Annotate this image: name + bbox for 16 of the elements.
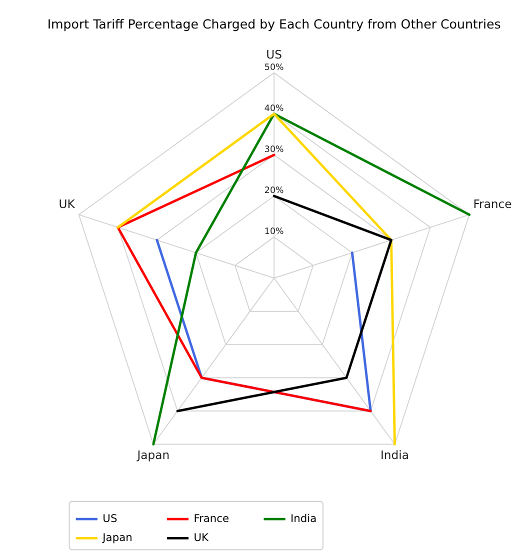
spoke-label: India — [380, 448, 410, 462]
y-tick-label: 50% — [264, 62, 284, 73]
chart-title: Import Tariff Percentage Charged by Each Country from Other Countries — [47, 16, 501, 32]
legend-label: Japan — [102, 531, 132, 544]
legend-label: UK — [194, 531, 210, 544]
spoke-label: Japan — [136, 448, 170, 462]
legend-label: India — [290, 512, 317, 525]
legend-label: US — [102, 512, 118, 525]
spoke-label: US — [266, 47, 282, 62]
spoke-label: UK — [58, 196, 76, 211]
legend-label: France — [194, 512, 230, 525]
y-tick-label: 30% — [264, 145, 284, 156]
y-tick-label: 10% — [264, 227, 284, 238]
spoke-label: France — [473, 196, 512, 211]
y-tick-label: 40% — [264, 104, 284, 114]
y-tick-label: 20% — [264, 186, 284, 196]
